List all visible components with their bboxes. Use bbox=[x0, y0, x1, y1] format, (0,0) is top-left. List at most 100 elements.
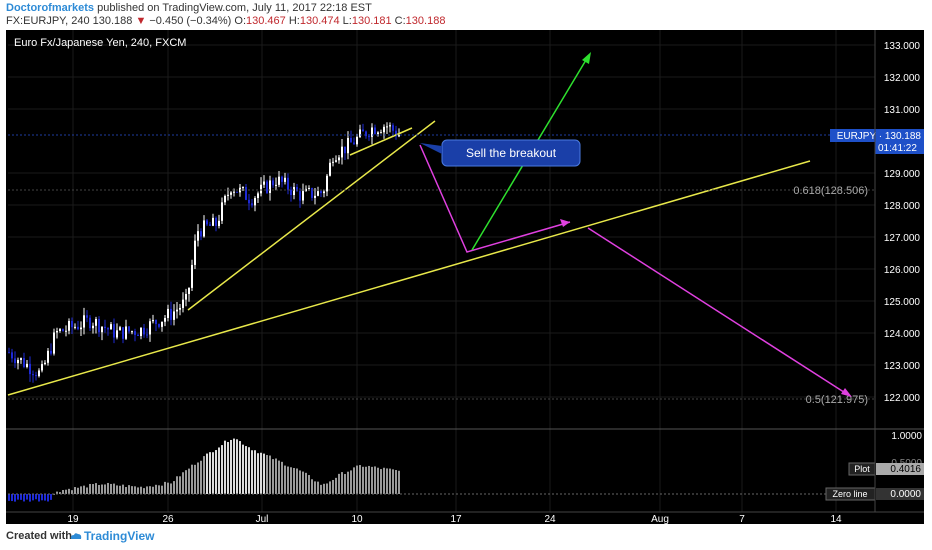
candle-body bbox=[374, 127, 376, 134]
chart-area[interactable] bbox=[6, 30, 924, 524]
osc-bar bbox=[161, 485, 163, 494]
candle-body bbox=[191, 264, 193, 288]
osc-bar bbox=[350, 470, 352, 494]
time-tick: 24 bbox=[544, 514, 556, 524]
candle-body bbox=[44, 362, 46, 365]
candle-body bbox=[107, 328, 109, 330]
osc-bar bbox=[395, 470, 397, 494]
long-trendline[interactable] bbox=[7, 160, 811, 396]
magenta-arrowhead-2 bbox=[841, 388, 852, 397]
candle-body bbox=[314, 195, 316, 198]
osc-bar bbox=[377, 467, 379, 494]
candle-body bbox=[167, 308, 169, 318]
candle-body bbox=[326, 175, 328, 192]
osc-bar bbox=[206, 453, 208, 494]
osc-bar bbox=[386, 468, 388, 494]
osc-bar bbox=[134, 486, 136, 494]
osc-bar bbox=[83, 485, 85, 494]
time-tick: 19 bbox=[67, 514, 79, 524]
candle-body bbox=[134, 331, 136, 335]
candle-body bbox=[146, 334, 148, 336]
magenta-path[interactable] bbox=[419, 144, 571, 253]
candle-body bbox=[368, 136, 370, 138]
osc-bar bbox=[164, 481, 166, 494]
osc-bar bbox=[209, 452, 211, 494]
candle-body bbox=[32, 374, 34, 376]
osc-bar bbox=[392, 469, 394, 494]
time-tick: 26 bbox=[162, 514, 174, 524]
osc-bar bbox=[365, 466, 367, 494]
osc-bar bbox=[188, 468, 190, 494]
tradingview-logo[interactable]: TradingView bbox=[84, 529, 155, 543]
candle-body bbox=[98, 318, 100, 333]
osc-bar bbox=[305, 472, 307, 494]
candle-body bbox=[53, 332, 55, 354]
osc-bar bbox=[104, 484, 106, 494]
price-tick: 127.000 bbox=[884, 233, 921, 244]
candle-body bbox=[26, 363, 28, 367]
candle-body bbox=[110, 324, 112, 330]
candle-body bbox=[230, 192, 232, 195]
price-chart[interactable]: Euro Fx/Japanese Yen, 240, FXCM 0.618(12… bbox=[0, 0, 932, 524]
osc-bar bbox=[50, 494, 52, 500]
publish-line: Doctorofmarkets published on TradingView… bbox=[6, 2, 372, 14]
candle-body bbox=[20, 358, 22, 360]
osc-bar bbox=[242, 444, 244, 494]
candle-body bbox=[380, 132, 382, 134]
candle-body bbox=[215, 217, 217, 226]
candle-body bbox=[383, 126, 385, 133]
short-trendline[interactable] bbox=[187, 120, 436, 311]
sell-callout[interactable]: Sell the breakout bbox=[420, 139, 581, 167]
candle-body bbox=[371, 127, 373, 137]
close-value: 130.188 bbox=[405, 15, 446, 27]
osc-bar bbox=[293, 467, 295, 494]
low-label: L: bbox=[339, 15, 352, 27]
candle-body bbox=[254, 198, 256, 206]
osc-plot-value: 0.4016 bbox=[890, 464, 921, 475]
osc-bar bbox=[314, 481, 316, 494]
time-tick: Jul bbox=[256, 514, 269, 524]
osc-bar bbox=[80, 486, 82, 494]
osc-bar bbox=[335, 477, 337, 494]
candle-body bbox=[359, 129, 361, 137]
osc-bar bbox=[167, 482, 169, 494]
osc-bar bbox=[191, 464, 193, 494]
price-axis[interactable]: 133.000 132.000 131.000 129.000 128.000 127.0… bbox=[884, 41, 921, 404]
time-axis[interactable]: 19 26 Jul 10 17 24 Aug 7 14 bbox=[67, 514, 842, 524]
osc-plot-value-box bbox=[876, 463, 924, 475]
candle-body bbox=[269, 180, 271, 193]
osc-bar bbox=[212, 452, 214, 494]
osc-bar bbox=[398, 470, 400, 494]
wedge-trendline[interactable] bbox=[349, 127, 413, 156]
osc-bar bbox=[296, 468, 298, 494]
osc-bar bbox=[362, 466, 364, 494]
candle-body bbox=[47, 350, 49, 363]
osc-bar bbox=[218, 447, 220, 494]
osc-bar bbox=[287, 466, 289, 494]
candle-body bbox=[224, 195, 226, 203]
osc-bar bbox=[11, 494, 13, 502]
osc-bar bbox=[173, 481, 175, 494]
osc-bar bbox=[17, 494, 19, 500]
candle-body bbox=[248, 199, 250, 204]
candle-body bbox=[137, 334, 139, 337]
candle-body bbox=[89, 317, 91, 329]
candle-body bbox=[125, 326, 127, 339]
magenta-down-arrow[interactable] bbox=[587, 227, 851, 397]
candles bbox=[8, 122, 400, 383]
osc-bar bbox=[278, 460, 280, 494]
osc-bar bbox=[338, 473, 340, 494]
candle-body bbox=[152, 319, 154, 322]
candle-body bbox=[317, 191, 319, 196]
osc-bar bbox=[245, 446, 247, 494]
candle-body bbox=[140, 327, 142, 337]
candle-body bbox=[206, 220, 208, 225]
candle-body bbox=[341, 146, 343, 158]
author-link[interactable]: Doctorofmarkets bbox=[6, 2, 95, 14]
candle-body bbox=[278, 176, 280, 185]
time-tick: 14 bbox=[830, 514, 842, 524]
candle-body bbox=[95, 318, 97, 326]
osc-bar bbox=[194, 464, 196, 494]
osc-bar bbox=[353, 467, 355, 494]
osc-bar bbox=[383, 467, 385, 494]
